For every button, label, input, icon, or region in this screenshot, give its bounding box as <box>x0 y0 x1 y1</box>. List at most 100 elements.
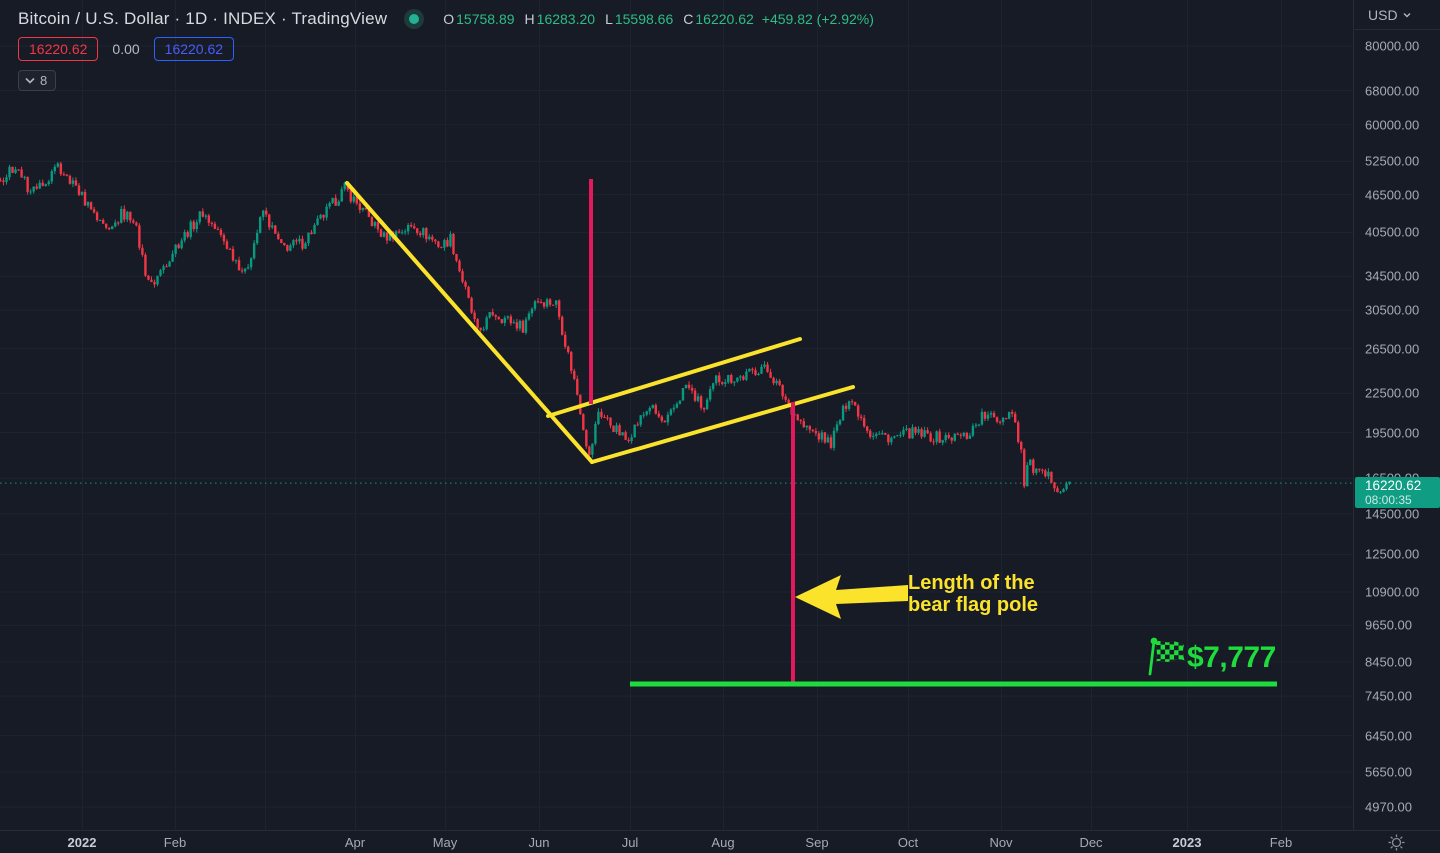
candle-body <box>313 224 316 234</box>
price-tick: 34500.00 <box>1365 268 1420 284</box>
candle-body <box>479 327 482 330</box>
candle-body <box>111 226 114 230</box>
candle-body <box>364 207 368 210</box>
price-axis[interactable]: USD 80000.00 68000.00 60000.00 52500.00 4650… <box>1353 0 1440 830</box>
candle-body <box>361 207 365 210</box>
candle-body <box>757 373 760 375</box>
candle-body <box>1004 418 1008 420</box>
candle-body <box>409 225 413 227</box>
candle-body <box>491 312 494 316</box>
close-value: 16220.62 <box>695 11 754 27</box>
candle-body <box>835 424 839 431</box>
candle-body <box>446 240 449 247</box>
candle-body <box>183 232 186 241</box>
price-tick: 68000.00 <box>1365 83 1420 98</box>
candle-body <box>419 233 422 236</box>
candle-body <box>204 215 208 217</box>
high-value: 16283.20 <box>536 11 596 27</box>
candle-body <box>355 196 359 204</box>
candle-body <box>600 411 603 417</box>
current-price-tag[interactable]: 16220.62 08:00:35 <box>1355 477 1440 508</box>
candle-body <box>1020 441 1023 450</box>
sell-price-tag[interactable]: 16220.62 <box>18 37 99 61</box>
candle-body <box>1035 468 1038 473</box>
candle-body <box>107 227 111 230</box>
candle-body <box>597 411 600 424</box>
candle-body <box>258 216 262 233</box>
candle-body <box>162 266 165 271</box>
candlestick-chart[interactable] <box>0 0 1353 830</box>
candle-body <box>62 174 66 176</box>
candle-body <box>893 436 896 438</box>
change-value: +459.82 (+2.92%) <box>761 11 874 27</box>
candle-body <box>911 427 914 439</box>
candle-body <box>83 191 87 206</box>
candle-body <box>878 433 881 435</box>
time-settings-gear-icon[interactable] <box>1388 834 1405 851</box>
candle-body <box>742 376 745 380</box>
currency-selector[interactable]: USD <box>1354 0 1440 30</box>
symbol-title[interactable]: Bitcoin / U.S. Dollar · 1D · INDEX · Tra… <box>18 9 388 28</box>
candle-body <box>509 316 513 324</box>
buy-price-tag[interactable]: 16220.62 <box>153 37 235 61</box>
candle-body <box>560 316 564 335</box>
candle-body <box>678 400 682 404</box>
candle-body <box>953 433 956 441</box>
candle-body <box>890 437 893 443</box>
candle-body <box>705 399 709 410</box>
price-tick: 26500.00 <box>1365 341 1420 357</box>
time-axis[interactable]: 2022 Feb Apr May Jun Jul Aug Sep Oct Nov Dec 2023 Fe… <box>0 830 1440 853</box>
candle-body <box>778 380 781 385</box>
candle-body <box>844 405 848 409</box>
candle-body <box>884 433 887 435</box>
candle-body <box>856 405 860 417</box>
candle-body <box>551 304 555 306</box>
candle-body <box>104 223 108 228</box>
candle-body <box>340 189 343 202</box>
candle-body <box>914 427 917 433</box>
candle-body <box>331 197 334 204</box>
candle-body <box>406 225 410 232</box>
candle-body <box>298 238 301 242</box>
candle-body <box>935 431 938 442</box>
candle-body <box>573 370 576 379</box>
candle-body <box>370 216 374 226</box>
candle-body <box>554 300 558 305</box>
candle-body <box>681 387 685 401</box>
close-label: C <box>683 11 694 27</box>
object-tree-collapse-button[interactable]: 8 <box>18 70 57 91</box>
candle-body <box>621 432 624 436</box>
time-tick: Jun <box>528 835 550 850</box>
candle-body <box>437 241 440 247</box>
candle-body <box>527 313 531 320</box>
candle-body <box>228 248 232 250</box>
candle-body <box>576 378 579 395</box>
price-tick: 10900.00 <box>1365 584 1420 600</box>
bear-flag-pole-label[interactable]: Length of the bear flag pole <box>908 572 1039 616</box>
candle-body <box>280 239 283 243</box>
checkered-flag-icon[interactable] <box>1146 636 1187 678</box>
candle-body <box>234 260 238 262</box>
candle-body <box>440 246 443 248</box>
candle-body <box>872 435 875 437</box>
candle-body <box>400 232 404 234</box>
candle-body <box>68 175 72 184</box>
candle-body <box>47 181 50 185</box>
candle-body <box>781 384 784 397</box>
candle-body <box>367 209 371 217</box>
candle-body <box>1044 470 1047 477</box>
candle-body <box>503 317 506 323</box>
candle-body <box>449 233 452 247</box>
price-tick: 12500.00 <box>1365 546 1420 562</box>
candle-body <box>268 214 271 228</box>
candle-body <box>222 234 226 242</box>
market-status-icon[interactable] <box>403 8 425 30</box>
candle-body <box>908 428 911 439</box>
candle-body <box>799 420 802 422</box>
candle-body <box>545 299 549 307</box>
candle-body <box>231 248 235 261</box>
candle-body <box>120 208 123 223</box>
candle-body <box>530 308 534 314</box>
candle-body <box>808 425 812 430</box>
target-price-label[interactable]: $7,777 <box>1187 641 1276 674</box>
